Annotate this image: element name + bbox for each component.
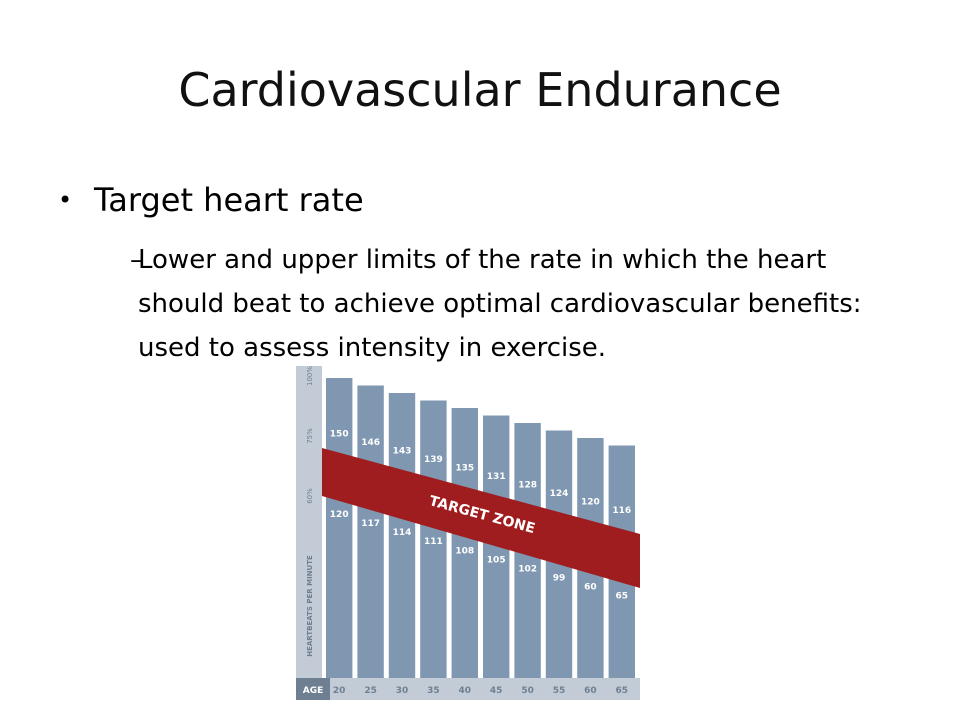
- slide-title: Cardiovascular Endurance: [178, 63, 782, 117]
- chart-canvas: AGE 100% 75% 60% HEARTBEATS PER MINUTE 20 25 30…: [296, 366, 640, 700]
- sub-bullet: – Lower and upper limits of the rate in …: [122, 238, 912, 370]
- lower-limit-label: 108: [455, 546, 474, 556]
- lower-limit-label: 114: [393, 528, 412, 538]
- lower-limit-label: 65: [616, 592, 629, 602]
- upper-limit-label: 146: [361, 438, 380, 448]
- x-tick-label: 20: [333, 686, 346, 696]
- x-tick-label: 30: [396, 686, 409, 696]
- y-axis-band: [296, 366, 322, 678]
- y-tick-label: 100%: [306, 366, 314, 386]
- lower-limit-label: 111: [424, 537, 443, 547]
- x-tick-label: 25: [364, 686, 377, 696]
- upper-limit-label: 116: [612, 506, 631, 516]
- main-bullet: • Target heart rate: [58, 178, 364, 222]
- bar: [451, 408, 478, 678]
- upper-limit-label: 143: [393, 447, 412, 457]
- x-axis-label: AGE: [303, 686, 324, 696]
- upper-limit-label: 135: [455, 464, 474, 474]
- x-tick-label: 35: [427, 686, 440, 696]
- x-tick-label: 65: [616, 686, 629, 696]
- x-axis-label-box: [296, 678, 330, 700]
- x-tick-label: 60: [584, 686, 597, 696]
- upper-limit-label: 150: [330, 430, 349, 440]
- y-tick-label: 60%: [306, 488, 314, 504]
- target-zone-band: [322, 448, 640, 588]
- lower-limit-label: 117: [361, 519, 380, 529]
- upper-limit-label: 139: [424, 455, 443, 465]
- lower-limit-label: 102: [518, 564, 537, 574]
- upper-limit-label: 124: [550, 489, 569, 499]
- x-tick-label: 40: [459, 686, 472, 696]
- x-tick-label: 45: [490, 686, 503, 696]
- bar: [420, 400, 447, 678]
- y-tick-label: 75%: [306, 428, 314, 444]
- target-heart-rate-chart: AGE 100% 75% 60% HEARTBEATS PER MINUTE 20 25 30…: [296, 366, 640, 700]
- bar: [388, 393, 416, 678]
- upper-limit-label: 120: [581, 498, 600, 508]
- lower-limit-label: 105: [487, 555, 506, 565]
- lower-limit-label: 99: [553, 574, 566, 584]
- sub-bullet-marker: –: [130, 245, 143, 275]
- y-axis-title: HEARTBEATS PER MINUTE: [306, 555, 314, 657]
- lower-limit-label: 60: [584, 583, 597, 593]
- sub-bullet-text: Lower and upper limits of the rate in wh…: [138, 245, 862, 363]
- bullet-marker: •: [58, 186, 73, 214]
- upper-limit-label: 131: [487, 472, 506, 482]
- x-axis-strip: [296, 678, 640, 700]
- main-bullet-text: Target heart rate: [94, 181, 364, 219]
- x-tick-label: 50: [521, 686, 534, 696]
- upper-limit-label: 128: [518, 481, 537, 491]
- x-tick-label: 55: [553, 686, 566, 696]
- bar: [326, 378, 353, 678]
- bar: [357, 385, 384, 678]
- lower-limit-label: 120: [330, 510, 349, 520]
